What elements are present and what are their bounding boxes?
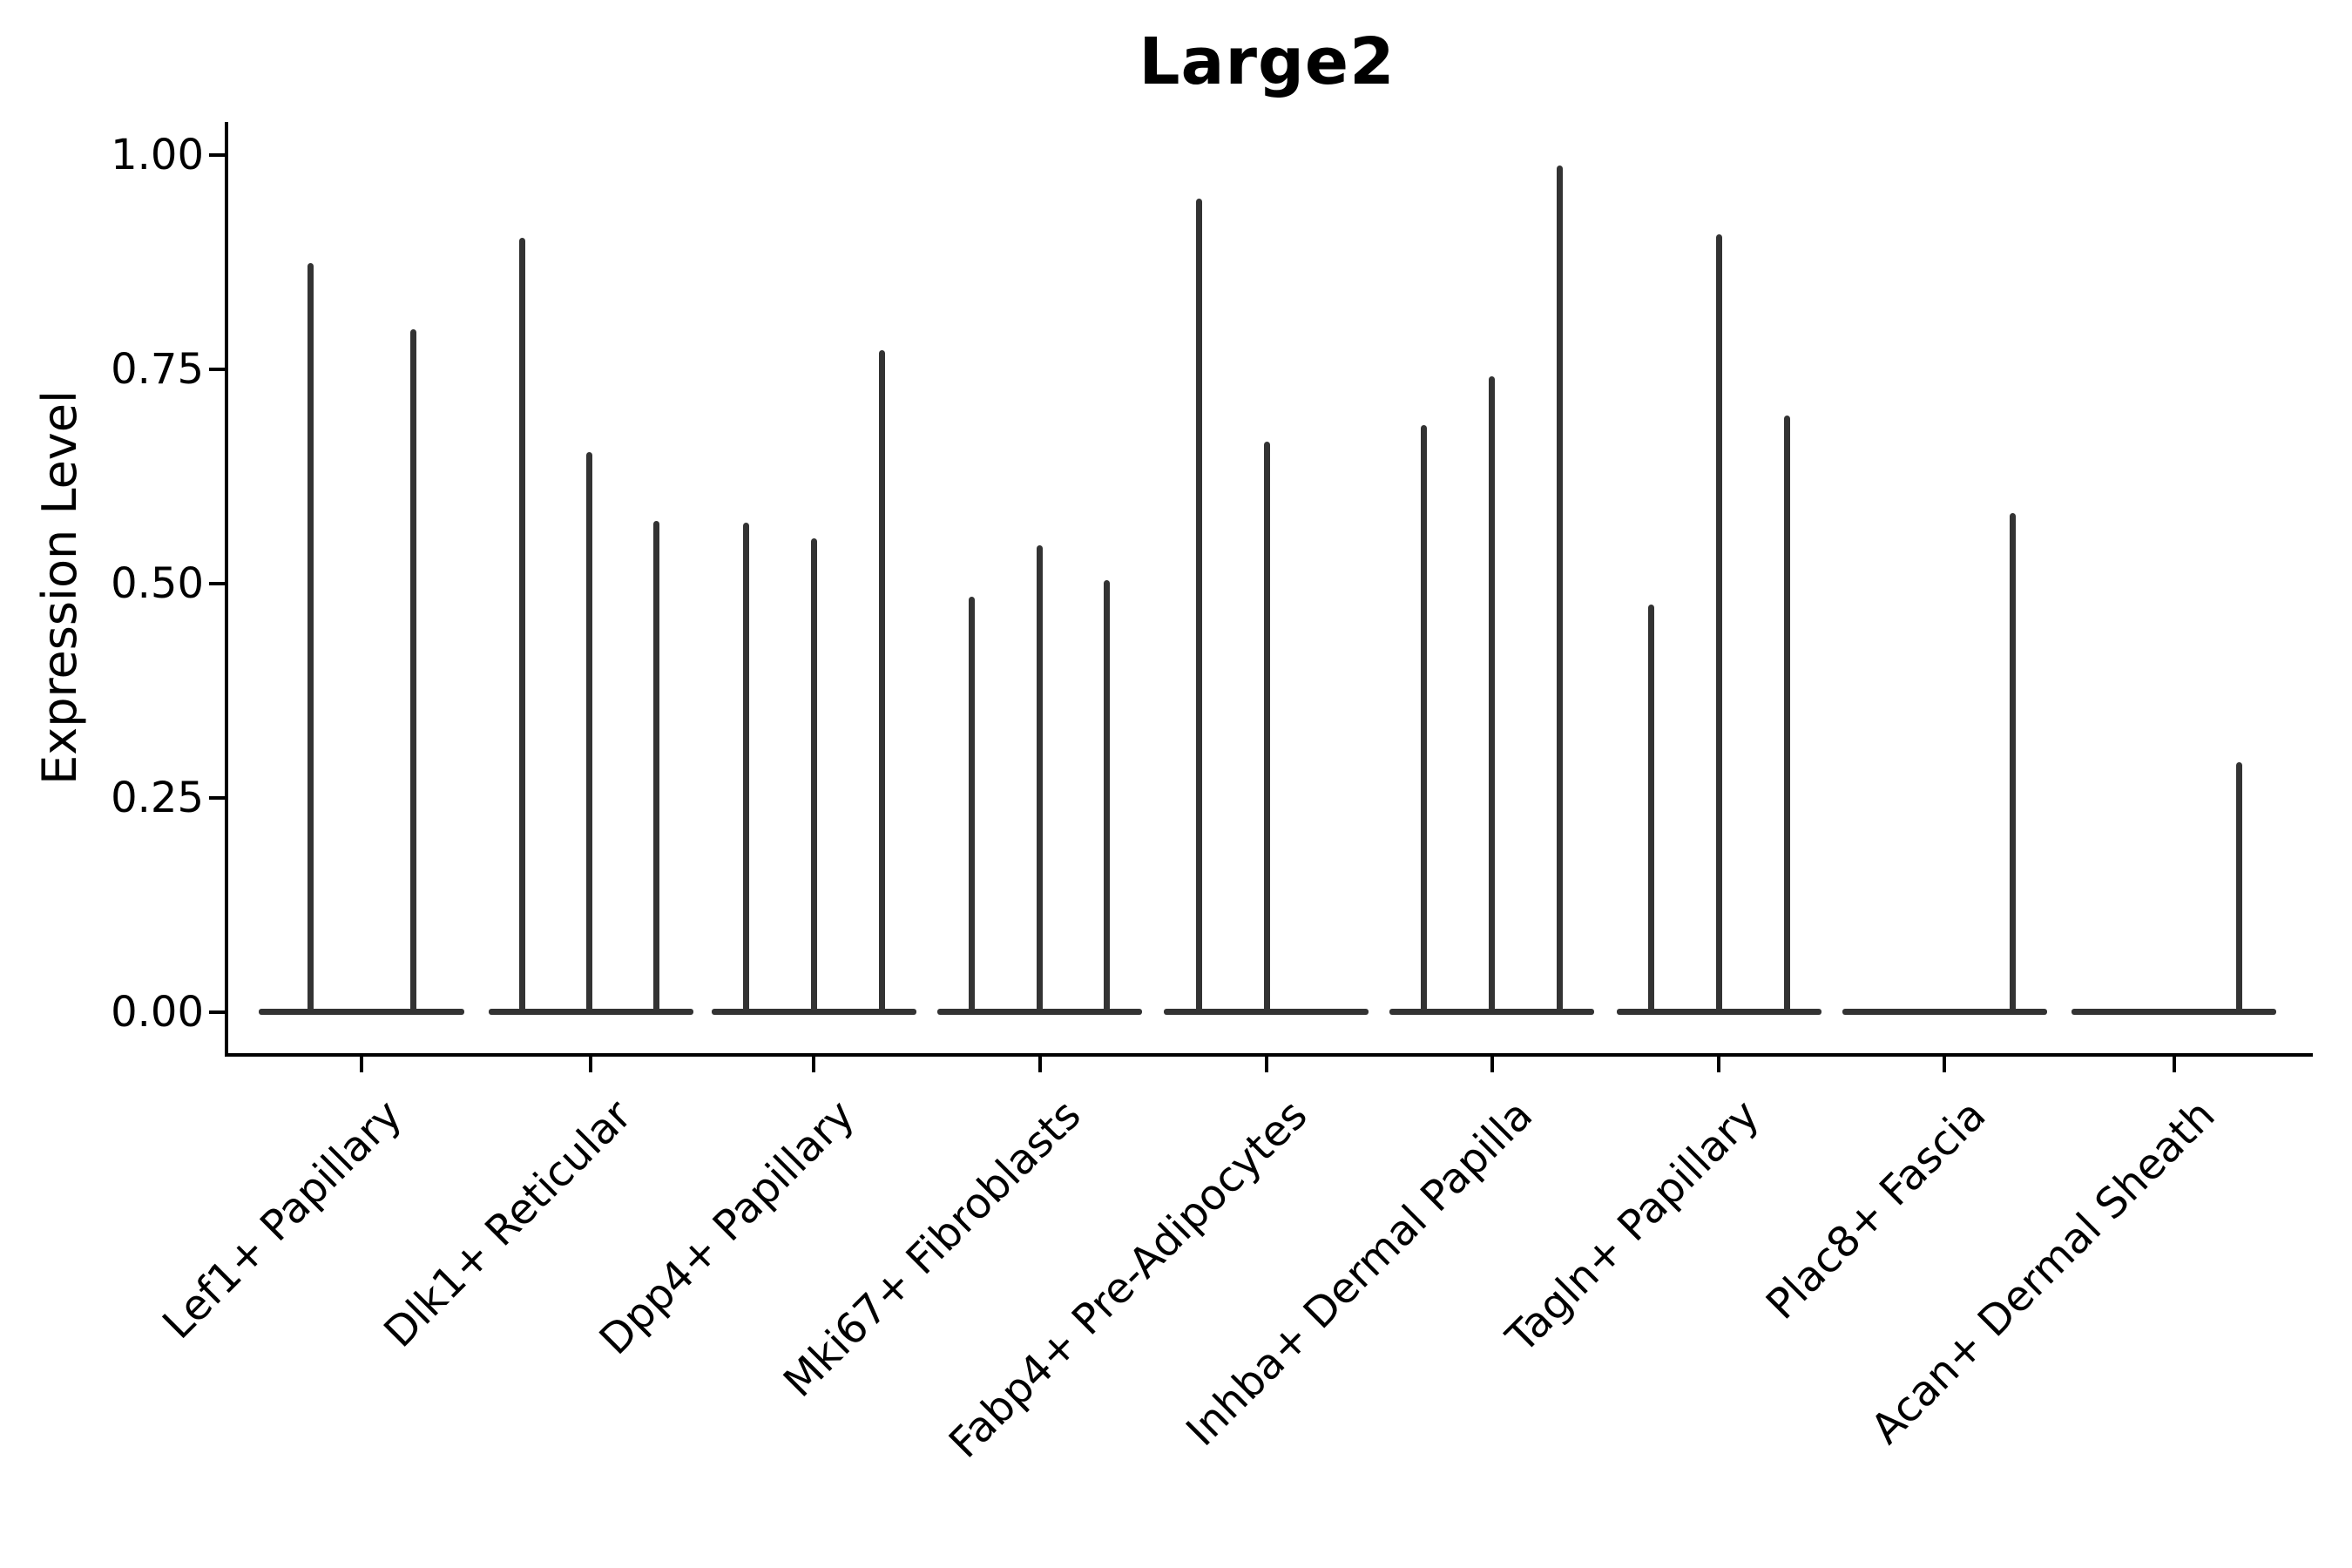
x-tick-mark	[1717, 1057, 1721, 1072]
violin-spike	[1037, 544, 1044, 1016]
x-tick-mark	[812, 1057, 816, 1072]
violin-spike	[1557, 166, 1564, 1016]
violin-spike	[742, 523, 749, 1016]
x-category-label: Dlk1+ Reticular	[375, 1091, 642, 1357]
violin-spike	[1489, 376, 1496, 1016]
y-tick-mark	[209, 582, 225, 586]
x-tick-mark	[1264, 1057, 1268, 1072]
x-tick-mark	[2172, 1057, 2176, 1072]
violin-baseline	[1842, 1009, 2047, 1016]
violin-spike	[1783, 416, 1790, 1016]
x-tick-mark	[1490, 1057, 1494, 1072]
violin-spike	[307, 263, 314, 1016]
x-category-label: Lef1+ Papillary	[153, 1091, 412, 1348]
violin-spike	[519, 237, 526, 1016]
y-tick-mark	[209, 795, 225, 800]
x-category-label: Plac8+ Fascia	[1756, 1091, 1996, 1329]
y-tick-label: 0.00	[111, 987, 204, 1037]
violin-spike	[586, 451, 593, 1016]
y-tick-label: 0.75	[111, 345, 204, 395]
violin-baseline	[259, 1009, 464, 1016]
violin-spike	[1263, 441, 1270, 1016]
x-tick-mark	[1037, 1057, 1042, 1072]
chart-title: Large2	[1139, 24, 1396, 99]
y-tick-mark	[209, 368, 225, 372]
plot-area	[225, 122, 2313, 1057]
x-category-label: Tagln+ Papillary	[1497, 1091, 1769, 1362]
violin-spike	[810, 537, 817, 1016]
violin-spike	[1195, 198, 1202, 1016]
violin-spike	[1421, 425, 1428, 1016]
violin-spike	[1104, 580, 1111, 1016]
x-category-label: Fabp4+ Pre-Adipocytes	[939, 1091, 1317, 1468]
violin-spike	[1715, 233, 1722, 1016]
violin-spike	[1647, 604, 1654, 1016]
violin-spike	[878, 349, 885, 1016]
violin-spike	[2235, 761, 2242, 1016]
violin-spike	[409, 328, 416, 1016]
y-tick-mark	[209, 153, 225, 158]
y-tick-label: 1.00	[111, 131, 204, 180]
violin-baseline	[2071, 1009, 2276, 1016]
violin-spike	[2010, 513, 2017, 1016]
violin-spike	[969, 596, 976, 1016]
violin-spike	[652, 521, 659, 1016]
y-tick-mark	[209, 1010, 225, 1014]
y-tick-label: 0.50	[111, 559, 204, 609]
x-tick-mark	[1943, 1057, 1947, 1072]
x-tick-mark	[589, 1057, 593, 1072]
x-tick-mark	[359, 1057, 363, 1072]
y-tick-label: 0.25	[111, 773, 204, 822]
